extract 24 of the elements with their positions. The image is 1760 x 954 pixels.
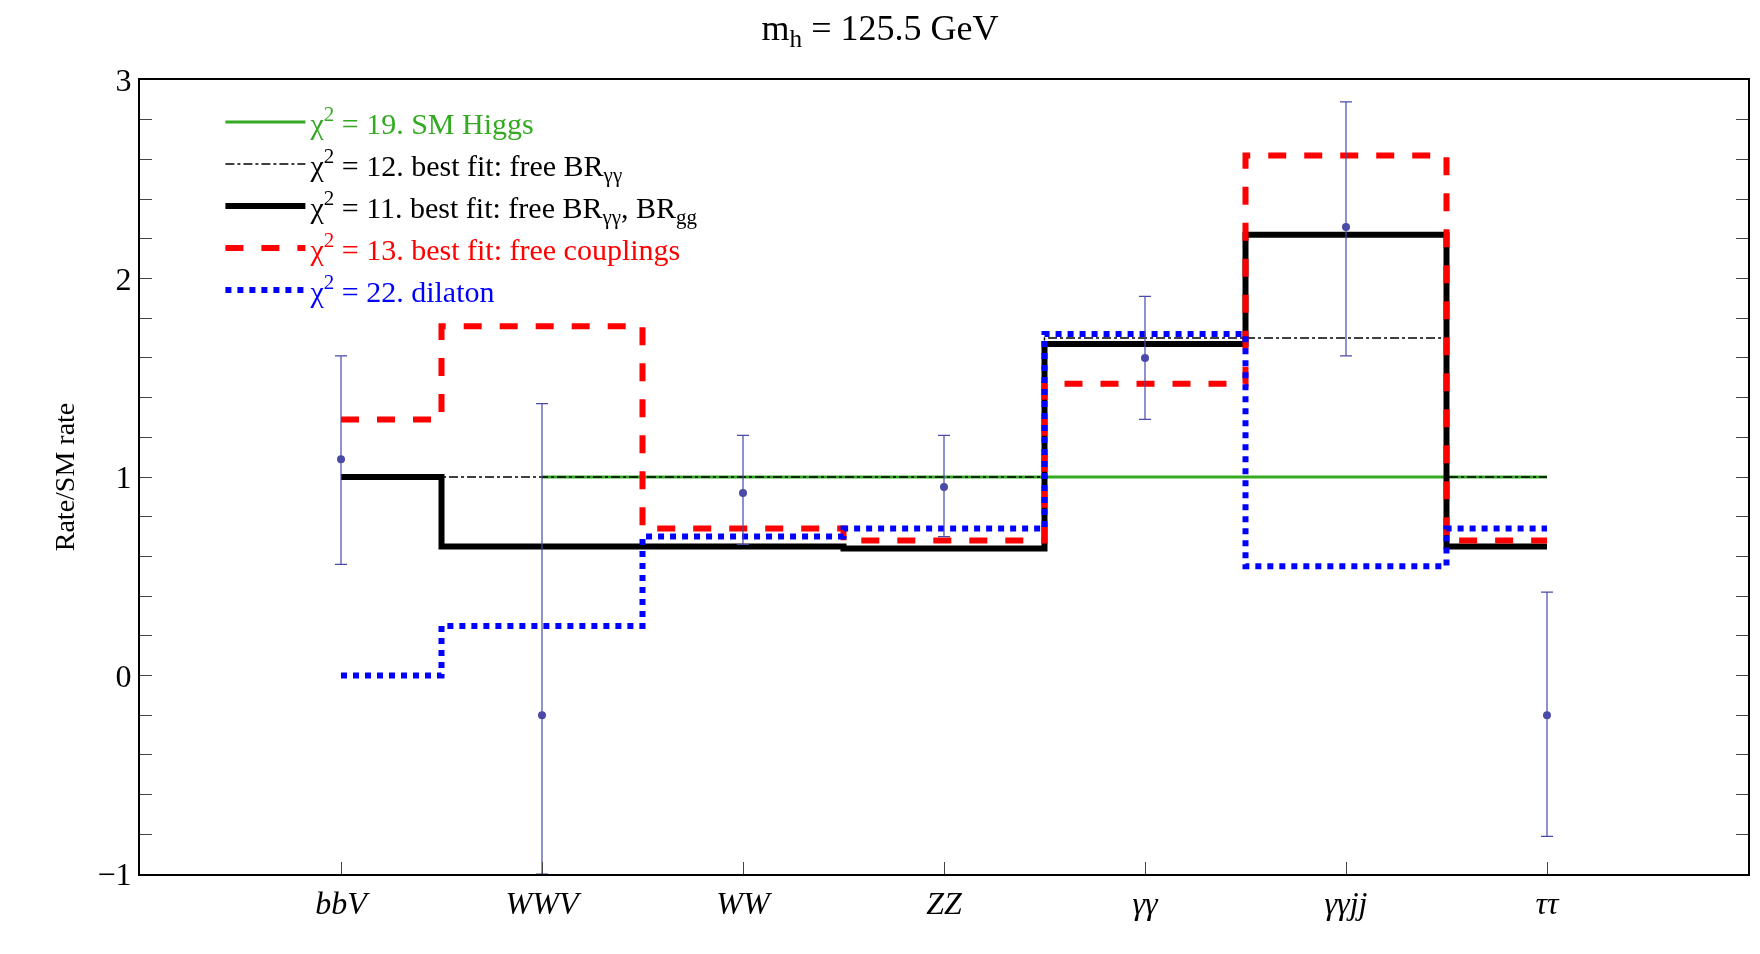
chart-title: m$_{h}$ = 125.5 GeV: [761, 7, 999, 53]
x-tick-label: WW: [716, 885, 773, 922]
y-tick-label: 3: [115, 62, 132, 99]
legend-label: χ$^{2}$ = 19. SM Higgs: [309, 101, 534, 140]
point: [1543, 711, 1551, 720]
y-tick-label: 0: [115, 657, 132, 694]
x-tick-label: γγjj: [1324, 885, 1368, 922]
point: [940, 482, 948, 491]
x-tick-label: bbV: [315, 885, 371, 922]
point: [739, 488, 747, 497]
x-tick-label: γγ: [1132, 885, 1159, 922]
y-tick-label: −1: [97, 856, 132, 893]
point: [538, 711, 546, 720]
point: [1342, 222, 1350, 231]
legend-label: χ$^{2}$ = 12. best fit: free BR$_{γγ}$: [309, 143, 623, 187]
y-tick-label: 2: [115, 260, 132, 297]
point: [1141, 353, 1149, 362]
x-tick-label: WWV: [505, 885, 582, 922]
y-tick-label: 1: [115, 459, 132, 496]
y-axis-title: Rate/SM rate: [48, 402, 80, 552]
point: [337, 455, 345, 464]
x-tick-label: ττ: [1535, 885, 1560, 922]
x-tick-label: ZZ: [926, 885, 963, 922]
legend-label: χ$^{2}$ = 22. dilaton: [309, 269, 495, 308]
